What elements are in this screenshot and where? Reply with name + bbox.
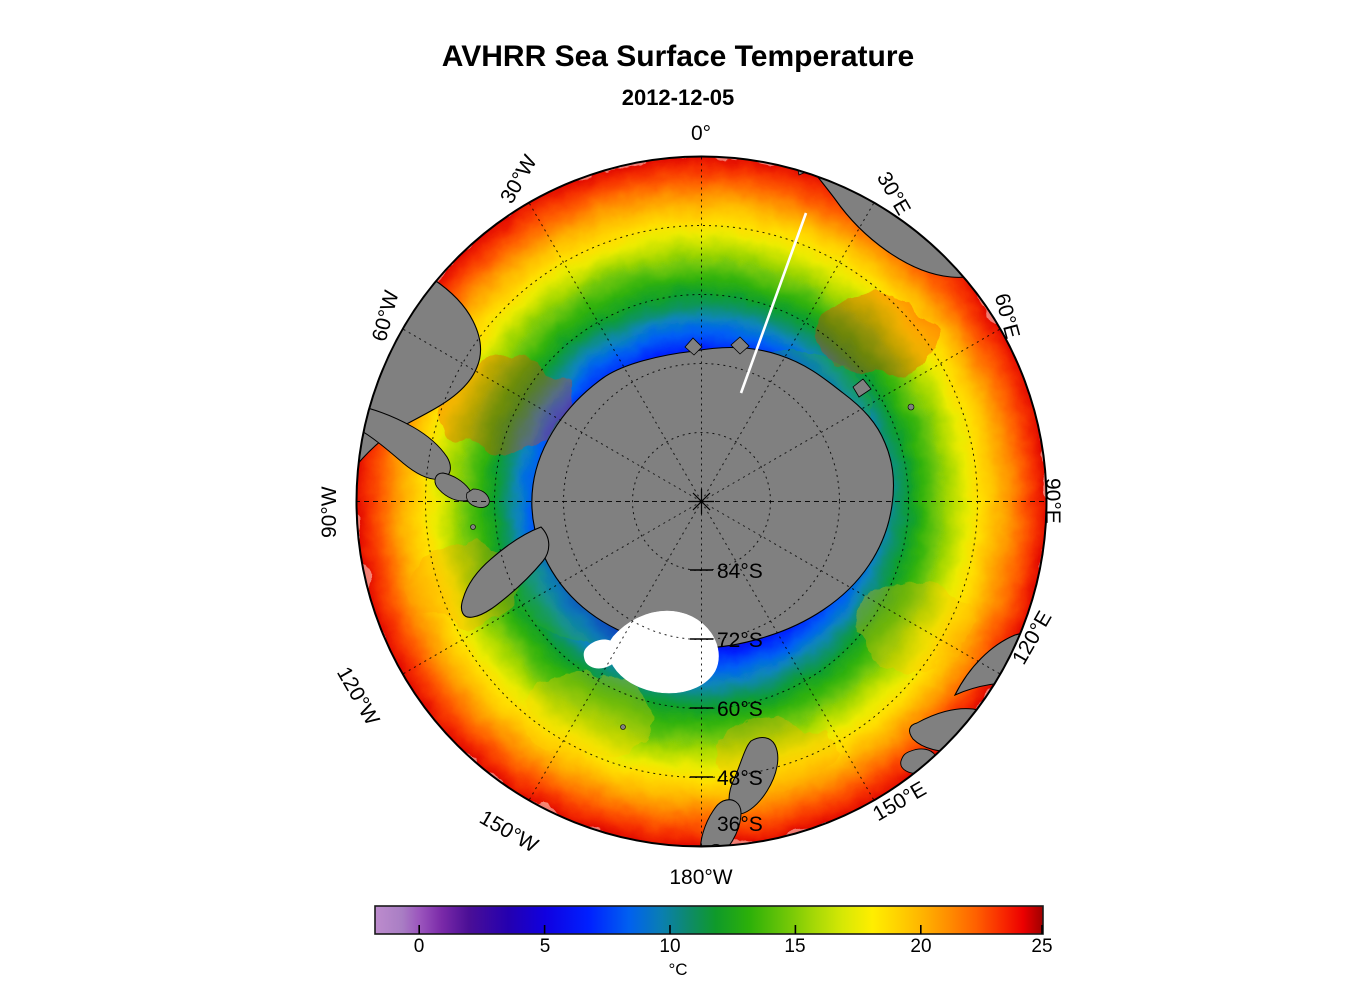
longitude-label-90w: 90°W	[318, 486, 341, 538]
longitude-label-90e: 90°E	[1041, 478, 1064, 524]
subantarctic-islands	[470, 403, 915, 730]
figure-subtitle-date: 2012-12-05	[621, 85, 735, 110]
colorbar-tick-15: 15	[784, 936, 806, 957]
sst-field	[356, 156, 1047, 847]
page-title: AVHRR Sea Surface Temperature	[441, 40, 915, 73]
colorbar-svg	[374, 905, 1044, 935]
colorbar-tick-25: 25	[1031, 936, 1053, 957]
longitude-graticule	[401, 156, 1002, 847]
polar-stereographic-map: 84°S 72°S 60°S 48°S 36°S	[355, 155, 1048, 848]
antarctica-landmass	[460, 336, 895, 649]
ross-ice-shelf	[583, 610, 719, 694]
south-pole-marker	[689, 489, 714, 514]
colorbar-tick-20: 20	[910, 936, 932, 957]
longitude-label-180w: 180°W	[669, 866, 733, 889]
colorbar-tick-0: 0	[413, 936, 425, 957]
colorbar-gradient	[374, 905, 1044, 935]
latitude-label-48s: 48°S	[717, 767, 763, 790]
latitude-label-60s: 60°S	[717, 698, 763, 721]
latitude-labels: 84°S 72°S 60°S 48°S	[690, 560, 763, 847]
longitude-label-0: 0°	[690, 122, 712, 145]
colorbar	[374, 905, 1044, 935]
latitude-label-84s: 84°S	[717, 560, 763, 583]
latitude-label-72s: 72°S	[717, 629, 763, 652]
colorbar-tick-5: 5	[539, 936, 551, 957]
colorbar-ticks	[418, 925, 1043, 934]
map-svg: 84°S 72°S 60°S 48°S	[355, 155, 1048, 848]
colorbar-unit-label: °C	[668, 960, 688, 979]
satellite-track-line	[739, 212, 808, 394]
colorbar-tick-10: 10	[659, 936, 681, 957]
colorbar-tick-labels: 0 5 10 15 20 25	[374, 936, 1053, 960]
